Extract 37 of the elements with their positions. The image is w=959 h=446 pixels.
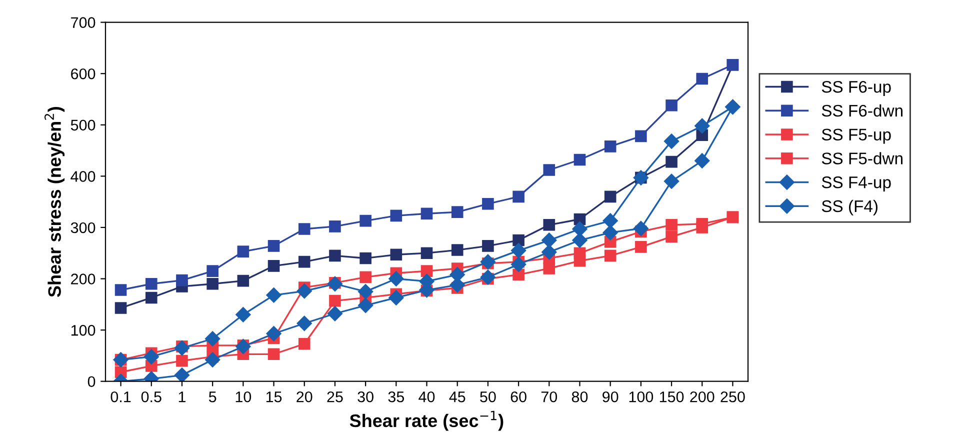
x-tick-label: 15 [266,392,282,402]
y-tick-label: 400 [70,171,96,182]
x-tick-label: 0.5 [141,391,162,402]
legend-label: SS F5-dwn [822,152,902,164]
legend-label: SS (F4) [822,200,878,216]
x-tick-label: 45 [449,392,466,402]
legend-label: SS F5-up [822,128,891,144]
y-tick-label: 200 [71,274,96,284]
x-axis-title: Shear rate (sec$^{−1}$) [350,410,504,431]
y-tick-label: 500 [70,120,96,131]
x-tick-label: 10 [236,391,252,402]
y-tick-label: 600 [71,68,96,80]
x-tick-label: 35 [388,391,404,402]
x-tick-label: 250 [720,391,745,402]
x-tick-label: 1 [178,392,186,402]
x-tick-label: 100 [629,391,654,402]
legend-label: SS F6-dwn [822,104,902,117]
x-tick-label: 0.1 [110,391,131,402]
x-tick-label: 90 [602,391,618,402]
legend-label: SS F4-up [822,176,891,192]
y-tick-label: 0 [88,376,96,388]
y-tick-label: 700 [71,17,96,28]
x-tick-label: 60 [510,391,526,402]
x-tick-label: 20 [296,391,312,402]
x-tick-label: 150 [660,391,684,402]
x-tick-label: 200 [690,391,714,402]
y-axis-title: Shear stress (ney/en$^{2}$) [44,107,65,297]
x-tick-label: 80 [572,391,588,402]
y-tick-label: 100 [71,324,96,336]
x-tick-label: 40 [418,391,435,402]
y-tick-label: 300 [70,222,96,234]
legend-label: SS F6-up [822,80,891,96]
x-tick-label: 25 [327,391,343,402]
x-tick-label: 5 [208,392,216,402]
x-tick-label: 50 [480,391,496,402]
x-tick-label: 70 [541,391,558,402]
x-tick-label: 30 [358,391,374,402]
